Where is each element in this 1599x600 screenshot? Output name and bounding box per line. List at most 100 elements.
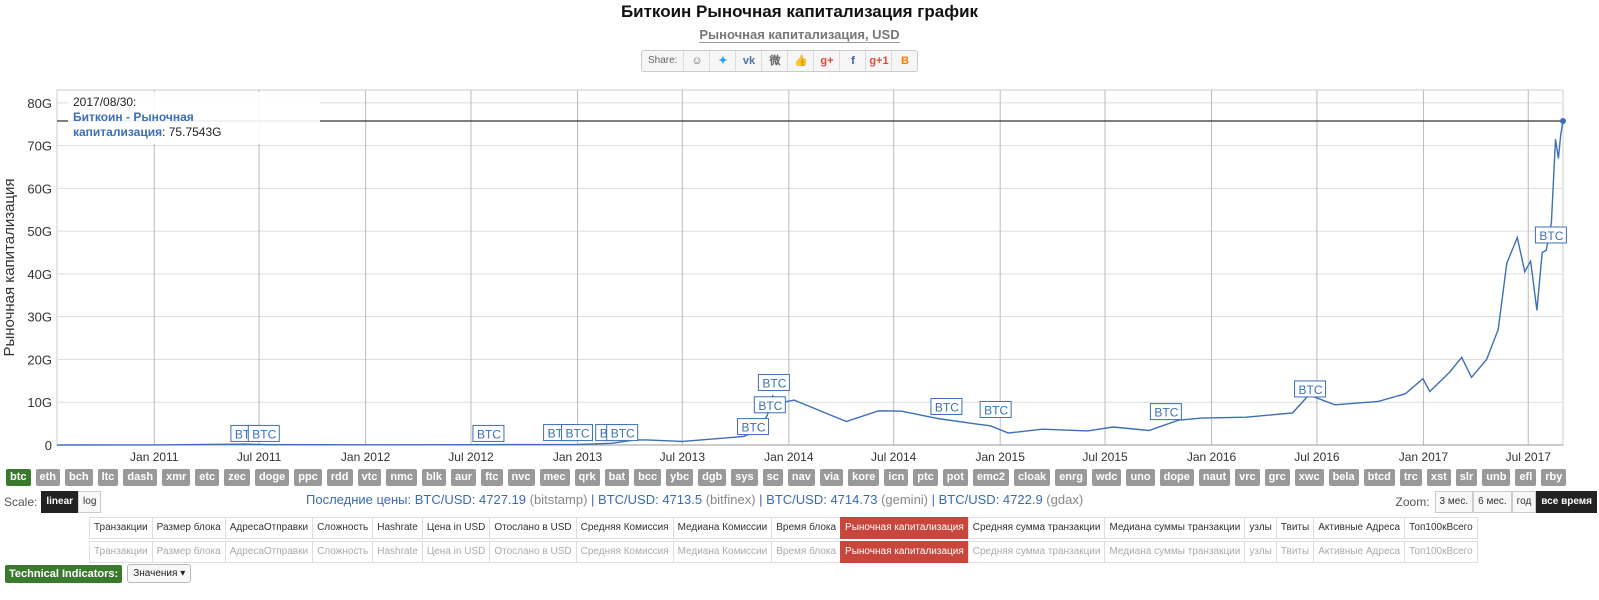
metric-tab[interactable]: Транзакции <box>89 517 153 539</box>
metric-tab[interactable]: Рыночная капитализация <box>840 517 969 539</box>
coin-button-mec[interactable]: mec <box>539 469 570 486</box>
coin-button-vtc[interactable]: vtc <box>357 469 382 486</box>
coin-button-sc[interactable]: sc <box>762 469 783 486</box>
metric-tab[interactable]: Время блока <box>771 517 842 539</box>
btc-annotation[interactable]: BTC <box>979 400 1012 418</box>
metric-tab-secondary[interactable]: Топ100кВсего <box>1404 541 1478 563</box>
coin-button-rdd[interactable]: rdd <box>326 469 353 486</box>
coin-button-pot[interactable]: pot <box>942 469 968 486</box>
coin-button-sys[interactable]: sys <box>731 469 758 486</box>
coin-button-emc2[interactable]: emc2 <box>972 469 1010 486</box>
coin-button-ltc[interactable]: ltc <box>97 469 119 486</box>
metric-tab-secondary[interactable]: Медиана суммы транзакции <box>1104 541 1246 563</box>
coin-button-xst[interactable]: xst <box>1426 469 1451 486</box>
coin-button-ftc[interactable]: ftc <box>481 469 503 486</box>
metric-tab[interactable]: узлы <box>1244 517 1277 539</box>
coin-button-via[interactable]: via <box>819 469 844 486</box>
coin-button-uno[interactable]: uno <box>1126 469 1155 486</box>
coin-button-doge[interactable]: doge <box>254 469 290 486</box>
coin-button-icn[interactable]: icn <box>884 469 909 486</box>
coin-button-etc[interactable]: etc <box>195 469 220 486</box>
metric-tab[interactable]: Активные Адреса <box>1313 517 1406 539</box>
coin-button-nav[interactable]: nav <box>787 469 815 486</box>
btc-annotation[interactable]: BTC <box>1294 380 1327 398</box>
coin-button-bcc[interactable]: bcc <box>634 469 662 486</box>
btc-annotation[interactable]: BTC <box>737 418 770 436</box>
coin-button-ybc[interactable]: ybc <box>666 469 694 486</box>
coin-button-dash[interactable]: dash <box>123 469 158 486</box>
vk-icon[interactable]: vk <box>736 51 763 71</box>
coin-button-zec[interactable]: zec <box>224 469 250 486</box>
btc-annotation[interactable]: BTC <box>930 397 963 415</box>
coin-button-vrc[interactable]: vrc <box>1235 469 1260 486</box>
btc-annotation[interactable]: BTC <box>472 424 505 442</box>
metric-tab-secondary[interactable]: Hashrate <box>372 541 423 563</box>
blogger-icon[interactable]: B <box>900 55 909 67</box>
metric-tab-secondary[interactable]: Рыночная капитализация <box>840 541 969 563</box>
coin-button-ptc[interactable]: ptc <box>913 469 938 486</box>
coin-button-blk[interactable]: blk <box>422 469 446 486</box>
metric-tab-secondary[interactable]: Средняя сумма транзакции <box>967 541 1106 563</box>
coin-button-efl[interactable]: efl <box>1515 469 1537 486</box>
coin-button-enrg[interactable]: enrg <box>1055 469 1088 486</box>
scale-linear-button[interactable]: linear <box>41 491 79 513</box>
coin-button-ppc[interactable]: ppc <box>294 469 322 486</box>
coin-button-kore[interactable]: kore <box>848 469 880 486</box>
metric-tab-secondary[interactable]: Цена in USD <box>421 541 491 563</box>
zoom-option-button[interactable]: 6 мес. <box>1473 491 1512 513</box>
metric-tab-secondary[interactable]: Отослано в USD <box>489 541 577 563</box>
like-icon[interactable]: 👍 <box>788 51 815 71</box>
btc-annotation[interactable]: BTC <box>753 396 786 414</box>
metric-tab[interactable]: Топ100кВсего <box>1404 517 1478 539</box>
metric-tab[interactable]: Размер блока <box>151 517 226 539</box>
zoom-option-button[interactable]: все время <box>1536 491 1597 513</box>
metric-tab-secondary[interactable]: АдресаОтправки <box>224 541 314 563</box>
coin-button-xmr[interactable]: xmr <box>162 469 191 486</box>
coin-button-unb[interactable]: unb <box>1482 469 1511 486</box>
metric-tab[interactable]: Средняя Комиссия <box>575 517 674 539</box>
coin-button-aur[interactable]: aur <box>450 469 477 486</box>
metric-tab-secondary[interactable]: Размер блока <box>151 541 226 563</box>
coin-button-qrk[interactable]: qrk <box>574 469 600 486</box>
metric-tab[interactable]: Медиана Комиссии <box>672 517 773 539</box>
metric-tab[interactable]: Цена in USD <box>421 517 491 539</box>
metric-tab[interactable]: Отослано в USD <box>489 517 577 539</box>
coin-button-bat[interactable]: bat <box>604 469 630 486</box>
metric-tab-secondary[interactable]: Активные Адреса <box>1313 541 1406 563</box>
btc-annotation[interactable]: BTC <box>1534 226 1567 244</box>
google-plus-icon[interactable]: g+ <box>814 51 841 71</box>
btc-annotation[interactable]: BTC <box>757 374 790 392</box>
coin-button-slr[interactable]: slr <box>1455 469 1478 486</box>
scale-log-button[interactable]: log <box>78 491 102 513</box>
coin-button-nvc[interactable]: nvc <box>507 469 535 486</box>
zoom-option-button[interactable]: год <box>1511 491 1537 513</box>
coin-button-dope[interactable]: dope <box>1159 469 1194 486</box>
coin-button-nmc[interactable]: nmc <box>386 469 418 486</box>
coin-button-dgb[interactable]: dgb <box>698 469 727 486</box>
metric-tab[interactable]: Hashrate <box>372 517 423 539</box>
facebook-icon[interactable]: f <box>840 51 867 71</box>
metric-tab[interactable]: Медиана суммы транзакции <box>1104 517 1246 539</box>
coin-button-grc[interactable]: grc <box>1264 469 1290 486</box>
btc-annotation[interactable]: BTC <box>1149 403 1182 421</box>
metric-tab-secondary[interactable]: Медиана Комиссии <box>672 541 773 563</box>
indicator-dropdown[interactable]: Значения ▾ <box>127 564 192 583</box>
coin-button-naut[interactable]: naut <box>1198 469 1231 486</box>
btc-annotation[interactable]: BTC <box>561 424 594 442</box>
weibo-icon[interactable]: 微 <box>762 51 789 71</box>
coin-button-bch[interactable]: bch <box>65 469 93 486</box>
coin-button-btc[interactable]: btc <box>6 469 31 486</box>
btc-annotation[interactable]: BTC <box>247 424 280 442</box>
twitter-icon[interactable]: ✦ <box>710 51 737 71</box>
coin-button-rby[interactable]: rby <box>1541 469 1567 486</box>
btc-annotation[interactable]: BTC <box>606 424 639 442</box>
google-plus-one-icon[interactable]: g+1 <box>866 51 893 71</box>
metric-tab-secondary[interactable]: Транзакции <box>89 541 153 563</box>
metric-tab-secondary[interactable]: узлы <box>1244 541 1277 563</box>
coin-button-cloak[interactable]: cloak <box>1014 469 1051 486</box>
chart-subtitle[interactable]: Рыночная капитализация, USD <box>0 27 1599 43</box>
metric-tab[interactable]: Твиты <box>1275 517 1315 539</box>
metric-tab-secondary[interactable]: Средняя Комиссия <box>575 541 674 563</box>
zoom-option-button[interactable]: 3 мес. <box>1434 491 1474 513</box>
subtitle-text[interactable]: Рыночная капитализация, USD <box>699 27 900 43</box>
